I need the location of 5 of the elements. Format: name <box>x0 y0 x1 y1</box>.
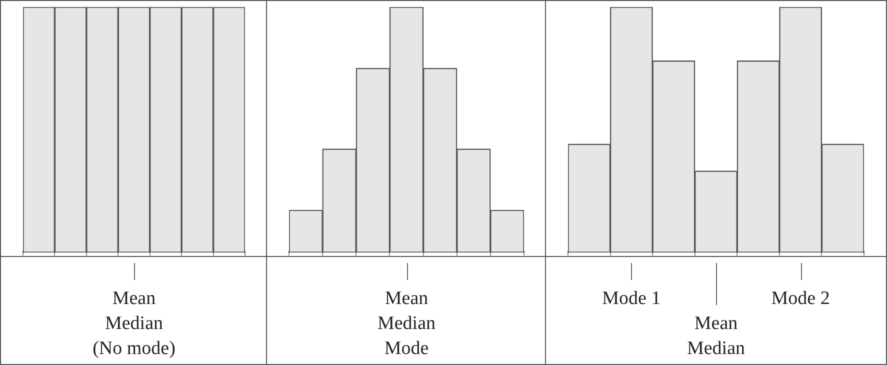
text: Mean Median Mode <box>377 287 436 361</box>
text: Mean Median (No mode) <box>92 287 176 361</box>
text: Mean Median <box>686 312 746 361</box>
text: Mode 1 <box>602 287 661 311</box>
text: Mode 2 <box>771 287 830 311</box>
